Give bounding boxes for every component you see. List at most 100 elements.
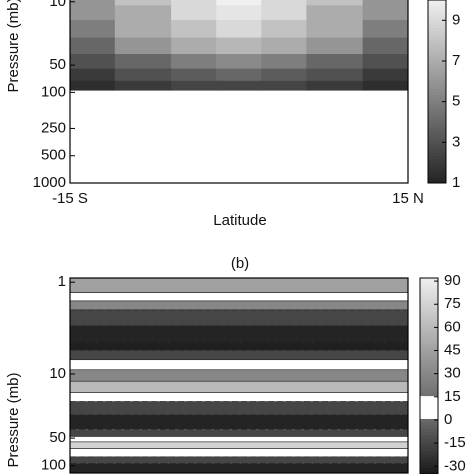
colorbar-tick-label: 5 — [452, 93, 460, 110]
contour-cell — [216, 20, 262, 39]
colorbar-swatch — [428, 161, 446, 166]
profile-band — [69, 456, 409, 464]
contour-cell — [362, 37, 409, 55]
colorbar-swatch — [420, 310, 438, 315]
plot-frame — [69, 0, 409, 184]
colorbar-swatch — [420, 376, 438, 380]
profile-band — [69, 441, 409, 449]
colorbar-swatch — [420, 300, 438, 305]
colorbar-swatch — [428, 146, 446, 150]
colorbar-swatch — [428, 167, 446, 172]
contour-cell — [171, 68, 217, 82]
y-tick-label: 10 — [49, 365, 66, 382]
x-tick-label: -15 S — [52, 190, 88, 207]
colorbar-swatch — [420, 281, 438, 286]
contour-cell — [306, 37, 364, 55]
colorbar-swatch — [420, 398, 438, 403]
profile-band — [69, 401, 409, 416]
colorbar-swatch — [428, 158, 446, 163]
contour-cell — [114, 37, 172, 55]
colorbar-swatch — [428, 39, 446, 44]
colorbar-swatch — [420, 333, 438, 338]
colorbar-swatch — [420, 444, 438, 449]
y-tick-label: 500 — [41, 147, 66, 164]
colorbar-swatch — [420, 317, 438, 321]
contour-cell — [69, 37, 116, 55]
colorbar-swatch — [428, 48, 446, 53]
colorbar-swatch — [420, 340, 438, 344]
contour-cell — [69, 0, 116, 6]
colorbar-swatch — [420, 359, 438, 364]
colorbar-swatch — [428, 164, 446, 169]
colorbar-swatch — [428, 12, 446, 16]
colorbar-swatch — [428, 21, 446, 25]
colorbar-swatch — [420, 291, 438, 295]
profile-band — [69, 369, 409, 382]
colorbar-swatch — [420, 451, 438, 455]
colorbar-tick-label: 30 — [444, 365, 461, 382]
colorbar-swatch — [420, 470, 438, 474]
colorbar-swatch — [428, 112, 446, 117]
contour-cell — [261, 20, 307, 39]
contour-cell — [171, 20, 217, 39]
colorbar-swatch — [428, 131, 446, 135]
colorbar-tick-label: 3 — [452, 133, 460, 150]
colorbar-swatch — [420, 457, 438, 462]
colorbar-swatch — [420, 304, 438, 308]
colorbar-swatch — [420, 402, 438, 406]
colorbar-swatch — [420, 405, 438, 410]
colorbar-swatch — [420, 464, 438, 468]
colorbar-swatch — [420, 320, 438, 325]
colorbar-swatch — [428, 134, 446, 138]
y-tick-label: 250 — [41, 119, 66, 136]
colorbar-swatch — [420, 349, 438, 354]
contour-cell — [362, 20, 409, 39]
colorbar-swatch — [420, 327, 438, 331]
colorbar-swatch — [428, 103, 446, 108]
colorbar-swatch — [420, 362, 438, 367]
colorbar-swatch — [420, 369, 438, 374]
colorbar-swatch — [420, 287, 438, 292]
contour-cell — [261, 0, 307, 6]
colorbar-swatch — [428, 118, 446, 123]
profile-band — [69, 292, 409, 302]
colorbar-tick-label: -15 — [444, 434, 466, 451]
colorbar-swatch — [428, 170, 446, 175]
y-tick-label: 10 — [49, 0, 66, 10]
colorbar-swatch — [428, 45, 446, 50]
colorbar-swatch — [420, 284, 438, 289]
contour-cell — [216, 80, 262, 91]
colorbar-swatch — [420, 382, 438, 387]
colorbar-swatch — [420, 330, 438, 335]
colorbar-swatch — [428, 149, 446, 153]
colorbar-frame — [427, 0, 447, 184]
colorbar-tick-label: 90 — [444, 272, 461, 289]
colorbar-swatch — [428, 9, 446, 13]
colorbar-swatch — [428, 94, 446, 99]
contour-cell — [216, 68, 262, 82]
colorbar-swatch — [428, 155, 446, 160]
colorbar-swatch — [428, 42, 446, 47]
colorbar-swatch — [420, 425, 438, 429]
contour-cell — [69, 54, 116, 70]
colorbar-swatch — [428, 24, 446, 28]
contour-cell — [306, 68, 364, 82]
colorbar-swatch — [420, 313, 438, 318]
profile-band — [69, 463, 409, 474]
contour-cell — [114, 0, 172, 6]
profile-band — [69, 277, 409, 293]
colorbar-swatch — [420, 343, 438, 348]
contour-cell — [171, 54, 217, 70]
colorbar-swatch — [420, 438, 438, 442]
contour-cell — [306, 54, 364, 70]
colorbar-swatch — [420, 415, 438, 419]
contour-cell — [216, 5, 262, 21]
colorbar-swatch — [428, 73, 446, 77]
colorbar-swatch — [420, 441, 438, 446]
colorbar-swatch — [420, 323, 438, 328]
profile-band — [69, 359, 409, 371]
profile-band — [69, 300, 409, 311]
contour-cell — [114, 20, 172, 39]
colorbar-swatch — [428, 70, 446, 74]
